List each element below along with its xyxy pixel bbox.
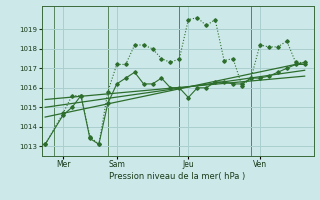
X-axis label: Pression niveau de la mer( hPa ): Pression niveau de la mer( hPa ) [109, 172, 246, 181]
